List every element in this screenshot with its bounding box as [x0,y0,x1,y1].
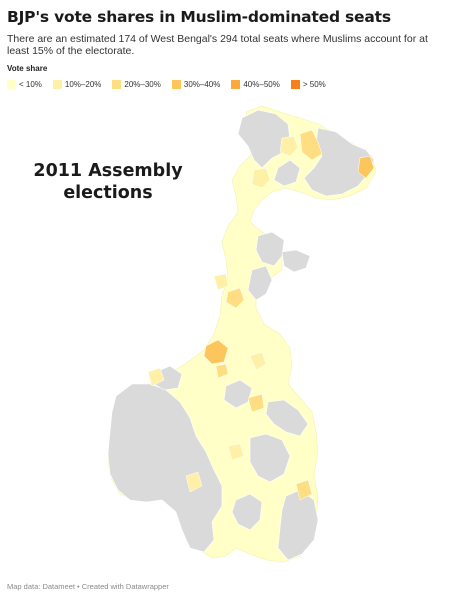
legend-swatch [290,79,300,89]
choropleth-map[interactable] [0,96,449,574]
legend-item-20-30: 20%–30% [112,79,161,89]
region-20-30[interactable] [299,129,323,161]
legend-label: 30%–40% [183,79,221,89]
legend-swatch [52,79,62,89]
legend-item-gt50: > 50% [290,79,326,89]
region-20-30[interactable] [295,479,313,501]
annotation-line-1: 2011 Assembly [33,161,183,181]
region-northeast-grey[interactable] [303,127,375,197]
region-10-20[interactable] [249,351,267,371]
legend-item-10-20: 10%–20% [52,79,102,89]
legend: < 10% 10%–20% 20%–30% 30%–40% 40%–50% > … [7,78,337,90]
region-10-20[interactable] [279,135,299,157]
legend-swatch [171,79,181,89]
footer-credit: Map data: Datameet • Created with Datawr… [7,582,169,591]
region-10-20[interactable] [251,167,271,189]
legend-swatch [231,79,241,89]
region-southeast-grey[interactable] [277,489,319,561]
region-north-mid-grey[interactable] [273,159,301,187]
region-malda-east-grey[interactable] [281,249,311,273]
legend-label: > 50% [302,79,326,89]
region-kolkata-grey[interactable] [249,433,291,483]
region-10-20[interactable] [227,443,245,461]
region-south-mid-grey[interactable] [231,493,263,531]
legend-item-lt10: < 10% [7,79,42,89]
legend-swatch [112,79,122,89]
region-west-grey[interactable] [107,383,223,553]
page-title: BJP's vote shares in Muslim-dominated se… [7,8,391,26]
region-east-grey[interactable] [265,399,309,437]
legend-label: 20%–30% [124,79,161,89]
region-central-grey[interactable] [223,379,253,409]
region-10-20[interactable] [147,367,165,387]
map-annotation: 2011 Assembly elections [22,160,194,204]
region-central-east-grey[interactable] [255,231,285,267]
region-20-30[interactable] [215,363,229,379]
region-30-40[interactable] [203,339,229,365]
annotation-line-2: elections [63,183,153,203]
legend-label: 10%–20% [64,79,102,89]
region-30-40[interactable] [357,155,375,179]
region-10-20[interactable] [185,471,203,493]
region-20-30[interactable] [225,287,245,309]
legend-swatch [7,79,16,89]
legend-label: < 10% [19,79,42,89]
region-20-30[interactable] [247,393,265,413]
region-dinajpur-grey[interactable] [247,265,273,301]
legend-item-40-50: 40%–50% [231,79,280,89]
region-north-grey[interactable] [237,109,291,169]
region-10-20[interactable] [213,273,229,291]
legend-item-30-40: 30%–40% [171,79,221,89]
page-subtitle: There are an estimated 174 of West Benga… [7,33,428,57]
legend-title: Vote share [7,64,48,73]
legend-label: 40%–50% [243,79,280,89]
